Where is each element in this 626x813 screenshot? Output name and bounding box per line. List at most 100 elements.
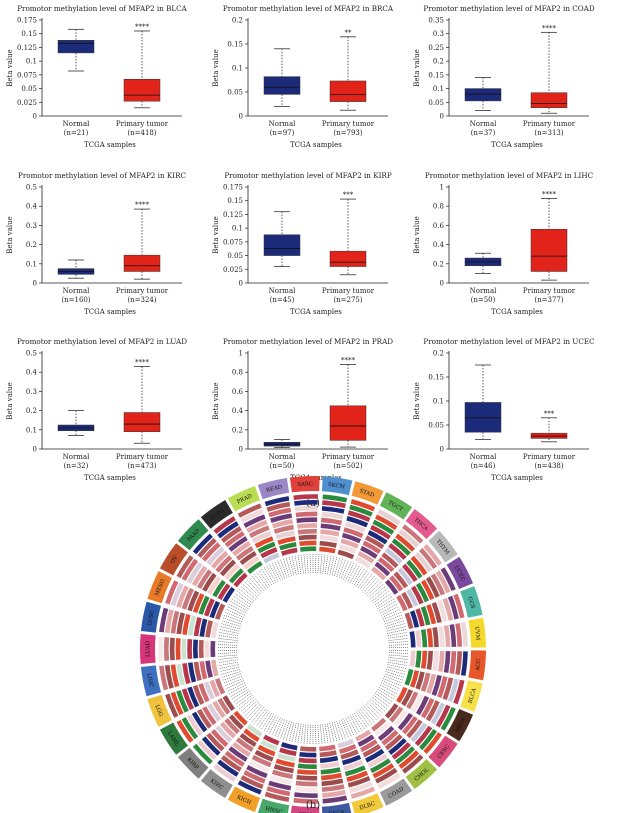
heatmap-cell: [192, 533, 213, 555]
segment-label-box: [379, 492, 413, 520]
probe-label-mark: [225, 678, 243, 686]
heatmap-cell: [340, 538, 359, 549]
heatmap-cell: [254, 749, 274, 762]
heatmap-cell: [377, 509, 401, 526]
segment-label-box: [405, 508, 438, 539]
heatmap-cell: [215, 725, 233, 743]
y-tick-label: 0.15: [227, 41, 243, 49]
probe-label-mark: [386, 666, 406, 672]
probe-label-mark: [235, 692, 252, 705]
probe-label-mark: [249, 705, 263, 720]
heatmap-cell: [367, 530, 388, 545]
heatmap-cell: [322, 494, 348, 503]
x-category-label: Normal: [470, 453, 497, 461]
segment-label-box: [257, 477, 290, 500]
probe-label-mark: [219, 629, 239, 634]
y-tick-label: 0: [239, 446, 243, 454]
chart-title: Promotor methylation level of MFAP2 in B…: [17, 4, 187, 13]
heatmap-cell: [362, 540, 382, 554]
segment-label: LGG: [153, 704, 163, 718]
heatmap-cell: [170, 664, 180, 688]
heatmap-cell: [357, 551, 375, 564]
heatmap-cell: [321, 506, 345, 514]
y-axis-label: Beta value: [6, 49, 14, 87]
heatmap-cell: [159, 665, 169, 691]
heatmap-cell: [198, 595, 210, 615]
segment-kich: KICH: [227, 715, 288, 812]
heatmap-cell: [344, 521, 366, 533]
probe-label-mark: [218, 659, 238, 663]
heatmap-cell: [343, 760, 364, 771]
heatmap-cell: [217, 521, 239, 539]
heatmap-cell: [297, 523, 318, 529]
heatmap-cell: [406, 691, 419, 710]
heatmap-cell: [431, 602, 442, 624]
chart-title: Promotor methylation level of MFAP2 in B…: [223, 4, 394, 13]
segment-acc: ACC: [387, 649, 486, 681]
probe-label-mark: [387, 664, 407, 669]
probe-label-mark: [387, 661, 407, 666]
box-plot-6: Promotor methylation level of MFAP2 in L…: [413, 171, 594, 316]
heatmap-cell: [388, 543, 407, 560]
segment-label-box: [428, 735, 458, 768]
heatmap-cell: [398, 750, 420, 769]
heatmap-cell: [228, 568, 244, 584]
x-category-label: Normal: [269, 120, 296, 128]
segment-label-box: [147, 694, 172, 727]
probe-label-mark: [331, 556, 338, 576]
y-tick-label: 0.2: [26, 407, 37, 415]
heatmap-cell: [240, 775, 264, 790]
heatmap-cell: [384, 547, 403, 564]
segment-brca: BRCA: [377, 678, 474, 742]
probe-label-mark: [341, 719, 349, 738]
segment-hnsc: HNSC: [257, 721, 302, 813]
heatmap-cell: [296, 517, 318, 524]
probe-label-mark: [223, 673, 242, 681]
y-tick-label: 0: [33, 446, 37, 454]
probe-label-mark: [218, 635, 238, 639]
heatmap-cell: [209, 600, 221, 619]
y-tick-label: 0.15: [428, 374, 444, 382]
segment-label-box: [321, 802, 352, 813]
probe-label-mark: [309, 724, 311, 744]
probe-label-mark: [324, 724, 329, 743]
probe-label-mark: [225, 612, 243, 620]
heatmap-cell: [321, 784, 345, 792]
heatmap-cell: [211, 621, 219, 639]
heatmap-cell: [257, 744, 276, 757]
y-tick-label: 0.2: [232, 426, 243, 434]
heatmap-cell: [186, 714, 203, 736]
probe-label-mark: [363, 705, 377, 720]
heatmap-cell: [196, 708, 212, 729]
probe-label-mark: [315, 724, 317, 744]
heatmap-cell: [273, 524, 294, 534]
sample-count-label: (n=377): [534, 296, 563, 304]
x-axis-label: TCGA samples: [290, 141, 342, 149]
heatmap-cell: [165, 693, 179, 718]
probe-label-mark: [224, 614, 243, 623]
box-tumor: [530, 228, 568, 272]
segment-meso: MESO: [147, 571, 246, 627]
probe-label-mark: [285, 557, 292, 577]
heatmap-cell: [409, 631, 416, 648]
probe-label-mark: [288, 722, 295, 742]
y-tick-label: 0: [33, 113, 37, 121]
y-tick-label: 0.3: [433, 30, 444, 38]
y-tick-label: 0.05: [428, 99, 444, 107]
sample-count-label: (n=502): [333, 462, 362, 470]
probe-label-mark: [220, 666, 240, 672]
heatmap-cell: [440, 567, 456, 591]
heatmap-cell: [460, 651, 468, 676]
heatmap-cell: [176, 719, 194, 743]
heatmap-cell: [319, 540, 337, 548]
heatmap-cell: [319, 535, 339, 543]
heatmap-cell: [449, 624, 457, 647]
segment-label-box: [147, 571, 172, 604]
probe-label-mark: [388, 652, 408, 654]
heatmap-cell: [187, 590, 200, 612]
box-plot-5: Promotor methylation level of MFAP2 in K…: [212, 171, 392, 316]
probe-label-mark: [373, 694, 389, 707]
probe-label-mark: [218, 654, 238, 657]
box-tumor: [530, 92, 568, 109]
